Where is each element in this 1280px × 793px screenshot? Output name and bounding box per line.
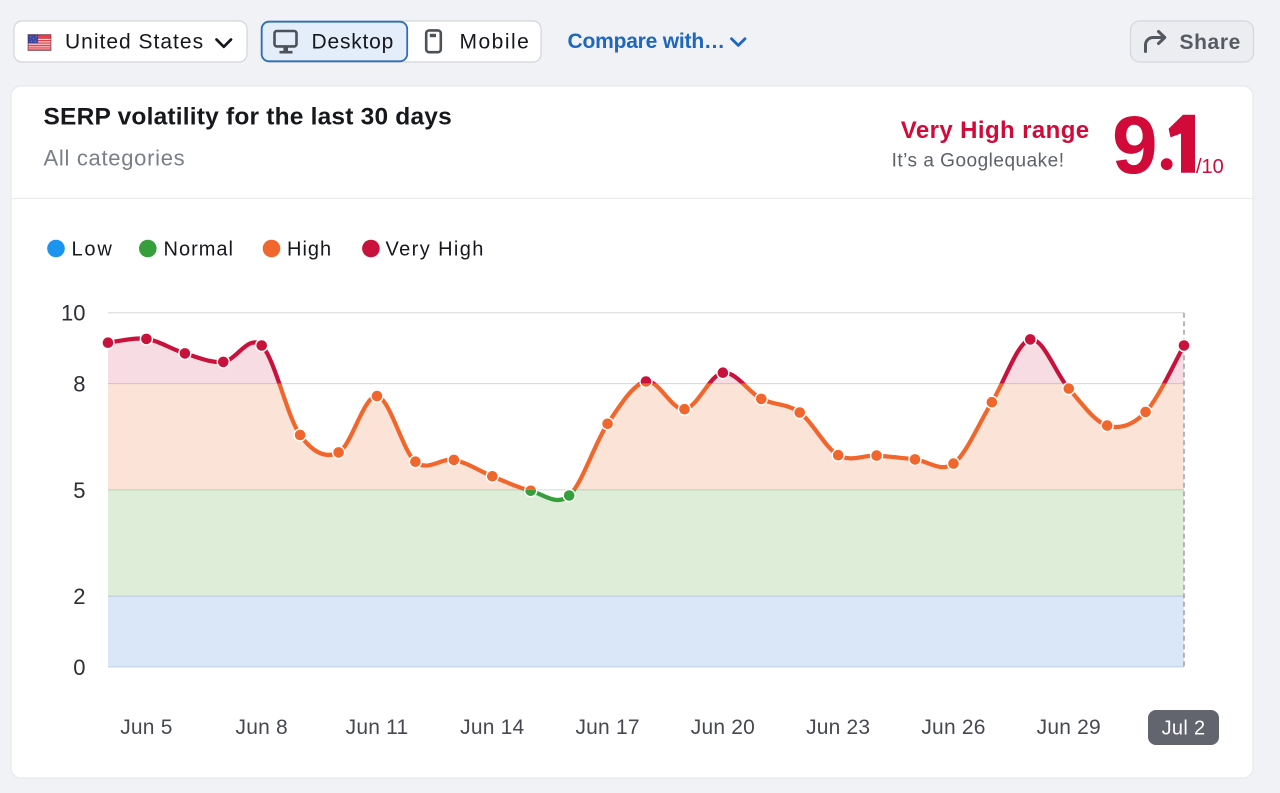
svg-text:Jun 8: Jun 8 [236,716,288,739]
svg-text:Share: Share [1180,31,1241,54]
svg-text:SERP volatility for the last 3: SERP volatility for the last 30 days [44,104,452,131]
svg-text:Low: Low [72,239,114,261]
svg-text:5: 5 [73,478,85,503]
svg-text:Very High range: Very High range [901,117,1090,144]
svg-text:Jun 29: Jun 29 [1037,716,1101,739]
svg-text:9: 9 [1112,100,1158,191]
svg-text:Jun 23: Jun 23 [806,716,870,739]
svg-text:Jun 11: Jun 11 [346,716,409,739]
svg-text:Very High: Very High [386,239,485,261]
svg-text:0: 0 [73,655,85,680]
svg-text:Normal: Normal [164,239,234,261]
svg-text:10: 10 [61,301,85,326]
svg-text:8: 8 [73,372,85,397]
svg-text:All categories: All categories [44,146,186,171]
svg-text:Jun 17: Jun 17 [575,716,639,739]
svg-text:/10: /10 [1196,156,1224,178]
svg-text:Desktop: Desktop [312,31,395,54]
svg-text:Jun 14: Jun 14 [460,716,524,739]
svg-text:Jun 5: Jun 5 [120,716,172,739]
svg-text:It’s a Googlequake!: It’s a Googlequake! [892,151,1065,172]
svg-text:Jul 2: Jul 2 [1162,717,1206,739]
svg-text:2: 2 [73,584,85,609]
svg-text:United States: United States [65,31,204,54]
svg-text:Mobile: Mobile [460,31,531,54]
svg-text:Jun 26: Jun 26 [921,716,985,739]
svg-text:High: High [287,239,332,261]
svg-text:Jun 20: Jun 20 [691,716,755,739]
svg-text:Compare with…: Compare with… [568,30,725,53]
